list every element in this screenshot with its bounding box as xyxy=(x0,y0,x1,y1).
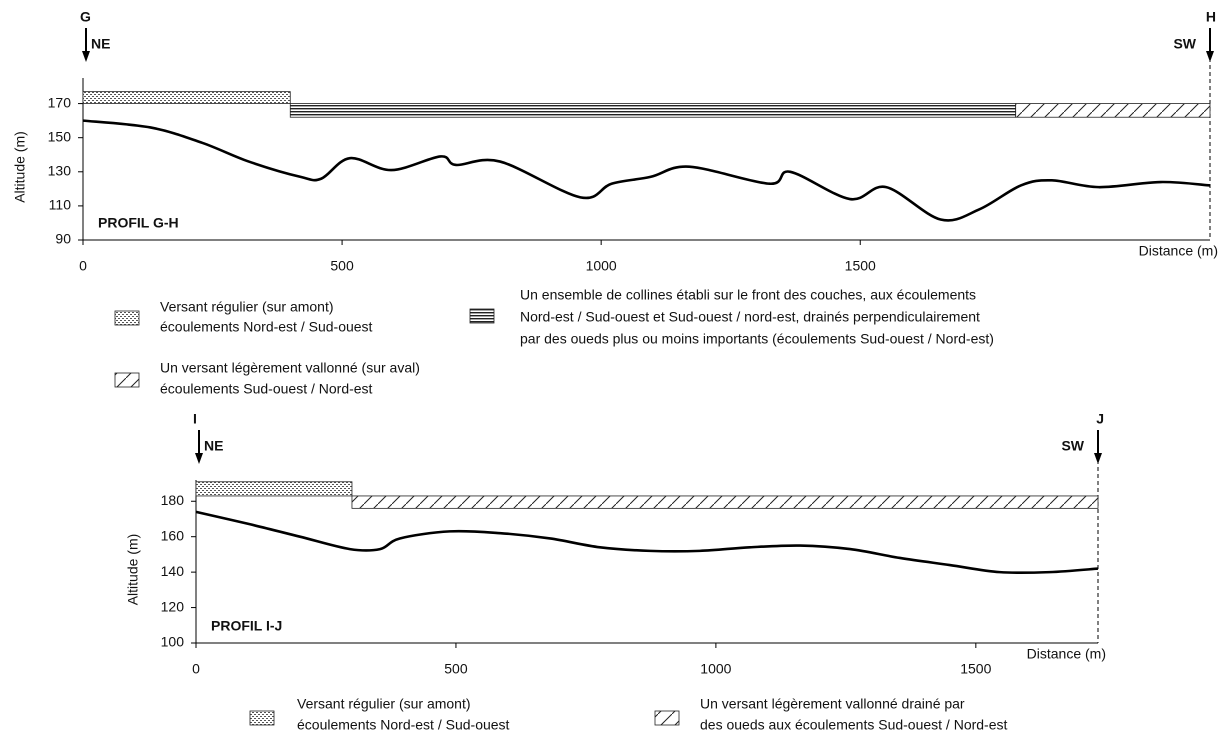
zone-band xyxy=(195,481,353,497)
x-tick-label: 500 xyxy=(444,661,468,677)
zone-band xyxy=(82,91,291,104)
legend-swatch xyxy=(654,710,680,726)
legend-text: Un versant légèrement vallonné (sur aval… xyxy=(160,360,420,376)
y-tick-label: 120 xyxy=(161,598,185,614)
legend-text: des oueds aux écoulements Sud-ouest / No… xyxy=(700,717,1008,733)
y-axis-label: Altitude (m) xyxy=(12,131,28,203)
x-tick-label: 1000 xyxy=(586,258,617,274)
zone-band xyxy=(1015,103,1211,118)
legend-text: Versant régulier (sur amont) xyxy=(297,696,471,712)
legend-swatch xyxy=(469,308,495,324)
x-tick-label: 500 xyxy=(330,258,354,274)
x-axis-label: Distance (m) xyxy=(1139,243,1218,259)
profile-line xyxy=(82,119,1211,222)
y-tick-label: 160 xyxy=(161,527,185,543)
legend-text: Nord-est / Sud-ouest et Sud-ouest / nord… xyxy=(520,309,980,325)
end-label: J xyxy=(1096,411,1104,427)
legend-text: par des oueds plus ou moins importants (… xyxy=(520,331,994,347)
profile-line xyxy=(195,510,1099,575)
start-direction: NE xyxy=(91,36,110,52)
arrow-head xyxy=(82,51,90,62)
y-tick-label: 100 xyxy=(161,634,185,650)
y-tick-label: 170 xyxy=(48,94,72,110)
x-axis-label: Distance (m) xyxy=(1027,646,1106,662)
y-tick-label: 140 xyxy=(161,563,185,579)
start-label: I xyxy=(193,411,197,427)
start-direction: NE xyxy=(204,438,223,454)
profile-title: PROFIL I-J xyxy=(211,618,282,634)
start-label: G xyxy=(80,9,91,25)
arrow-head xyxy=(1206,51,1214,62)
x-tick-label: 1500 xyxy=(960,661,991,677)
y-tick-label: 180 xyxy=(161,492,185,508)
end-direction: SW xyxy=(1061,438,1084,454)
profile-title: PROFIL G-H xyxy=(98,215,179,231)
legend-text: écoulements Nord-est / Sud-ouest xyxy=(297,717,510,733)
y-tick-label: 150 xyxy=(48,128,72,144)
legend-text: Versant régulier (sur amont) xyxy=(160,299,334,315)
legend-swatch xyxy=(114,310,140,326)
legend-text: Un versant légèrement vallonné drainé pa… xyxy=(700,696,965,712)
legend-text: écoulements Sud-ouest / Nord-est xyxy=(160,381,373,397)
legend-text: écoulements Nord-est / Sud-ouest xyxy=(160,319,373,335)
y-tick-label: 90 xyxy=(55,231,71,247)
y-tick-label: 130 xyxy=(48,162,72,178)
legend-swatch xyxy=(249,710,275,726)
end-label: H xyxy=(1206,9,1216,25)
x-tick-label: 1000 xyxy=(700,661,731,677)
legend-text: Un ensemble de collines établi sur le fr… xyxy=(520,287,976,303)
y-tick-label: 110 xyxy=(49,197,72,213)
x-tick-label: 0 xyxy=(192,661,200,677)
legend-swatch xyxy=(114,372,140,388)
arrow-head xyxy=(1094,453,1102,464)
zone-band xyxy=(351,495,1099,509)
end-direction: SW xyxy=(1173,36,1196,52)
arrow-head xyxy=(195,453,203,464)
zone-band xyxy=(289,103,1017,118)
x-tick-label: 0 xyxy=(79,258,87,274)
x-tick-label: 1500 xyxy=(845,258,876,274)
y-axis-label: Altitude (m) xyxy=(125,534,141,606)
